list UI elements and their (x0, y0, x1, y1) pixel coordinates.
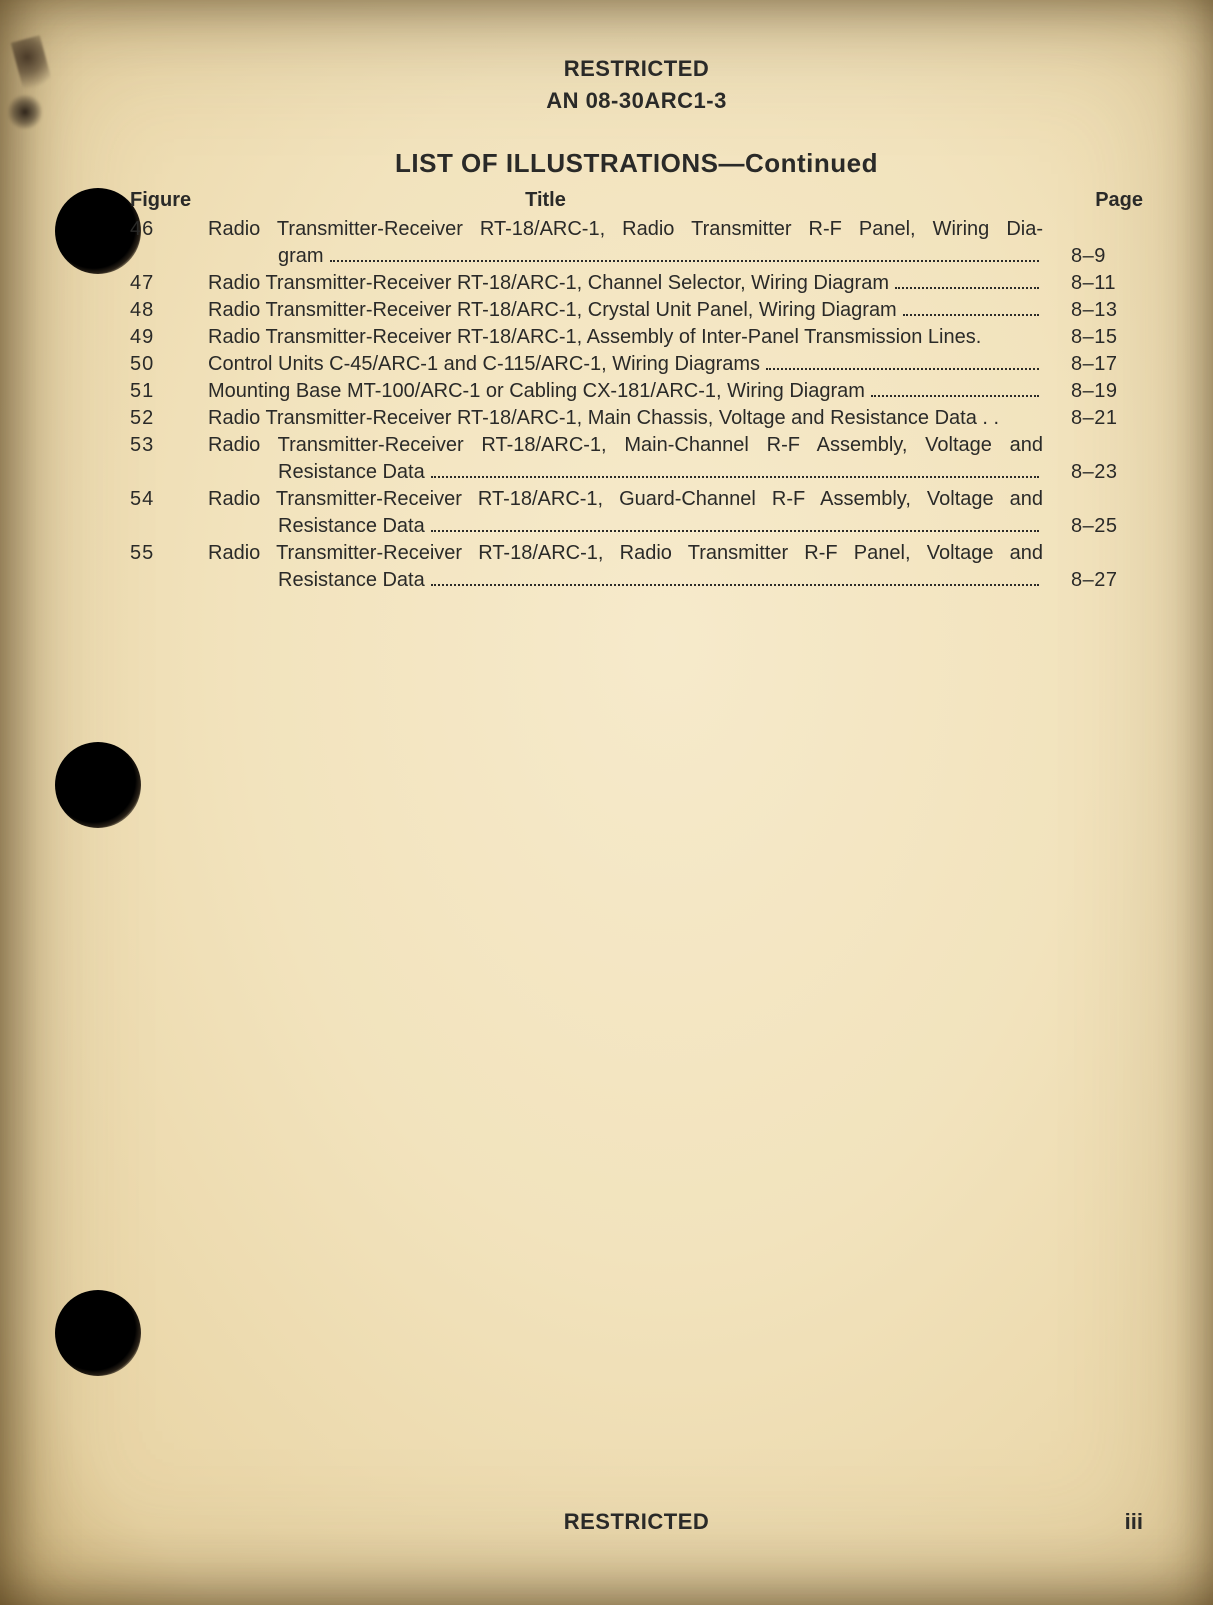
entry-title: Radio Transmitter-Receiver RT-18/ARC-1, … (208, 324, 1043, 351)
entry-figure-number: 49 (130, 324, 190, 351)
entry-title-line: Radio Transmitter-Receiver RT-18/ARC-1, … (208, 405, 999, 432)
illustration-entry: 46 8–9 Radio Transmitter-Receiver RT-18/AR… (130, 216, 1143, 270)
entry-figure-number: 55 (130, 540, 190, 567)
entry-title-line: Radio Transmitter-Receiver RT-18/ARC-1, … (208, 216, 1043, 243)
illustration-entry: 48 8–13 Radio Transmitter-Receiver RT-18/A… (130, 297, 1143, 324)
punch-hole (55, 742, 141, 828)
entry-title: Radio Transmitter-Receiver RT-18/ARC-1, … (208, 540, 1043, 594)
entry-title-line: Radio Transmitter-Receiver RT-18/ARC-1, … (208, 297, 897, 324)
entry-title-line: Resistance Data (208, 567, 1043, 594)
entry-title-line: Resistance Data (208, 513, 1043, 540)
section-title: LIST OF ILLUSTRATIONS—Continued (130, 148, 1143, 179)
illustration-entry: 47 8–11 Radio Transmitter-Receiver RT-18/A… (130, 270, 1143, 297)
illustration-list: 46 8–9 Radio Transmitter-Receiver RT-18/AR… (130, 216, 1143, 594)
dot-leader (871, 379, 1039, 397)
entry-title-line: Radio Transmitter-Receiver RT-18/ARC-1, … (208, 540, 1043, 567)
illustration-entry: 52 8–21 Radio Transmitter-Receiver RT-18/A… (130, 405, 1143, 432)
entry-page-number: 8–25 (1053, 513, 1143, 540)
page-number: iii (1073, 1509, 1143, 1535)
entry-title: Radio Transmitter-Receiver RT-18/ARC-1, … (208, 297, 1043, 324)
dot-leader (431, 568, 1039, 586)
illustration-entry: 51 8–19 Mounting Base MT-100/ARC-1 or Cabl… (130, 378, 1143, 405)
entry-title: Radio Transmitter-Receiver RT-18/ARC-1, … (208, 270, 1043, 297)
entry-page-number: 8–11 (1053, 270, 1143, 297)
entry-title-line: Control Units C-45/ARC-1 and C-115/ARC-1… (208, 351, 760, 378)
paper-smudge (8, 95, 42, 129)
entry-title: Radio Transmitter-Receiver RT-18/ARC-1, … (208, 405, 1043, 432)
col-header-page: Page (1053, 189, 1143, 212)
scanned-page: RESTRICTED AN 08-30ARC1-3 LIST OF ILLUST… (0, 0, 1213, 1605)
dot-leader (330, 244, 1039, 262)
illustration-entry: 49 8–15 Radio Transmitter-Receiver RT-18/A… (130, 324, 1143, 351)
illustration-entry: 55 8–27 Radio Transmitter-Receiver RT-18/A… (130, 540, 1143, 594)
entry-figure-number: 51 (130, 378, 190, 405)
page-content: RESTRICTED AN 08-30ARC1-3 LIST OF ILLUST… (130, 56, 1143, 1535)
entry-figure-number: 52 (130, 405, 190, 432)
dot-leader (766, 352, 1039, 370)
dot-leader (903, 298, 1039, 316)
entry-title-line: Resistance Data (208, 459, 1043, 486)
section-title-main: LIST OF ILLUSTRATIONS (395, 148, 718, 178)
illustration-entry: 54 8–25 Radio Transmitter-Receiver RT-18/A… (130, 486, 1143, 540)
classification-top: RESTRICTED (130, 56, 1143, 82)
entry-title: Control Units C-45/ARC-1 and C-115/ARC-1… (208, 351, 1043, 378)
punch-hole (55, 1290, 141, 1376)
illustration-entry: 50 8–17 Control Units C-45/ARC-1 and C-115… (130, 351, 1143, 378)
entry-page-number: 8–17 (1053, 351, 1143, 378)
entry-title: Radio Transmitter-Receiver RT-18/ARC-1, … (208, 432, 1043, 486)
section-title-suffix: —Continued (718, 148, 878, 178)
entry-figure-number: 48 (130, 297, 190, 324)
dot-leader (431, 460, 1039, 478)
entry-title: Mounting Base MT-100/ARC-1 or Cabling CX… (208, 378, 1043, 405)
entry-title-line: gram (208, 243, 1043, 270)
entry-title-line: Radio Transmitter-Receiver RT-18/ARC-1, … (208, 432, 1043, 459)
entry-page-number: 8–21 (1053, 405, 1143, 432)
entry-figure-number: 54 (130, 486, 190, 513)
col-header-figure: Figure (130, 189, 208, 212)
document-number: AN 08-30ARC1-3 (130, 88, 1143, 114)
entry-title-line: Mounting Base MT-100/ARC-1 or Cabling CX… (208, 378, 865, 405)
entry-figure-number: 50 (130, 351, 190, 378)
entry-figure-number: 46 (130, 216, 190, 243)
entry-title: Radio Transmitter-Receiver RT-18/ARC-1, … (208, 486, 1043, 540)
entry-title-line: Radio Transmitter-Receiver RT-18/ARC-1, … (208, 486, 1043, 513)
entry-title: Radio Transmitter-Receiver RT-18/ARC-1, … (208, 216, 1043, 270)
dot-leader (895, 271, 1039, 289)
entry-page-number: 8–19 (1053, 378, 1143, 405)
dot-leader (431, 514, 1039, 532)
page-header: RESTRICTED AN 08-30ARC1-3 (130, 56, 1143, 114)
entry-page-number: 8–15 (1053, 324, 1143, 351)
illustration-entry: 53 8–23 Radio Transmitter-Receiver RT-18/A… (130, 432, 1143, 486)
entry-title-line: Radio Transmitter-Receiver RT-18/ARC-1, … (208, 324, 981, 351)
column-headers: Figure Title Page (130, 189, 1143, 212)
punch-hole (55, 188, 141, 274)
entry-page-number: 8–27 (1053, 567, 1143, 594)
entry-figure-number: 47 (130, 270, 190, 297)
col-header-title: Title (208, 189, 1053, 212)
entry-title-line: Radio Transmitter-Receiver RT-18/ARC-1, … (208, 270, 889, 297)
entry-figure-number: 53 (130, 432, 190, 459)
classification-bottom: RESTRICTED (200, 1509, 1073, 1535)
entry-page-number: 8–23 (1053, 459, 1143, 486)
paper-smudge (11, 35, 56, 101)
page-footer: RESTRICTED iii (130, 1509, 1143, 1535)
entry-page-number: 8–9 (1053, 243, 1143, 270)
entry-page-number: 8–13 (1053, 297, 1143, 324)
